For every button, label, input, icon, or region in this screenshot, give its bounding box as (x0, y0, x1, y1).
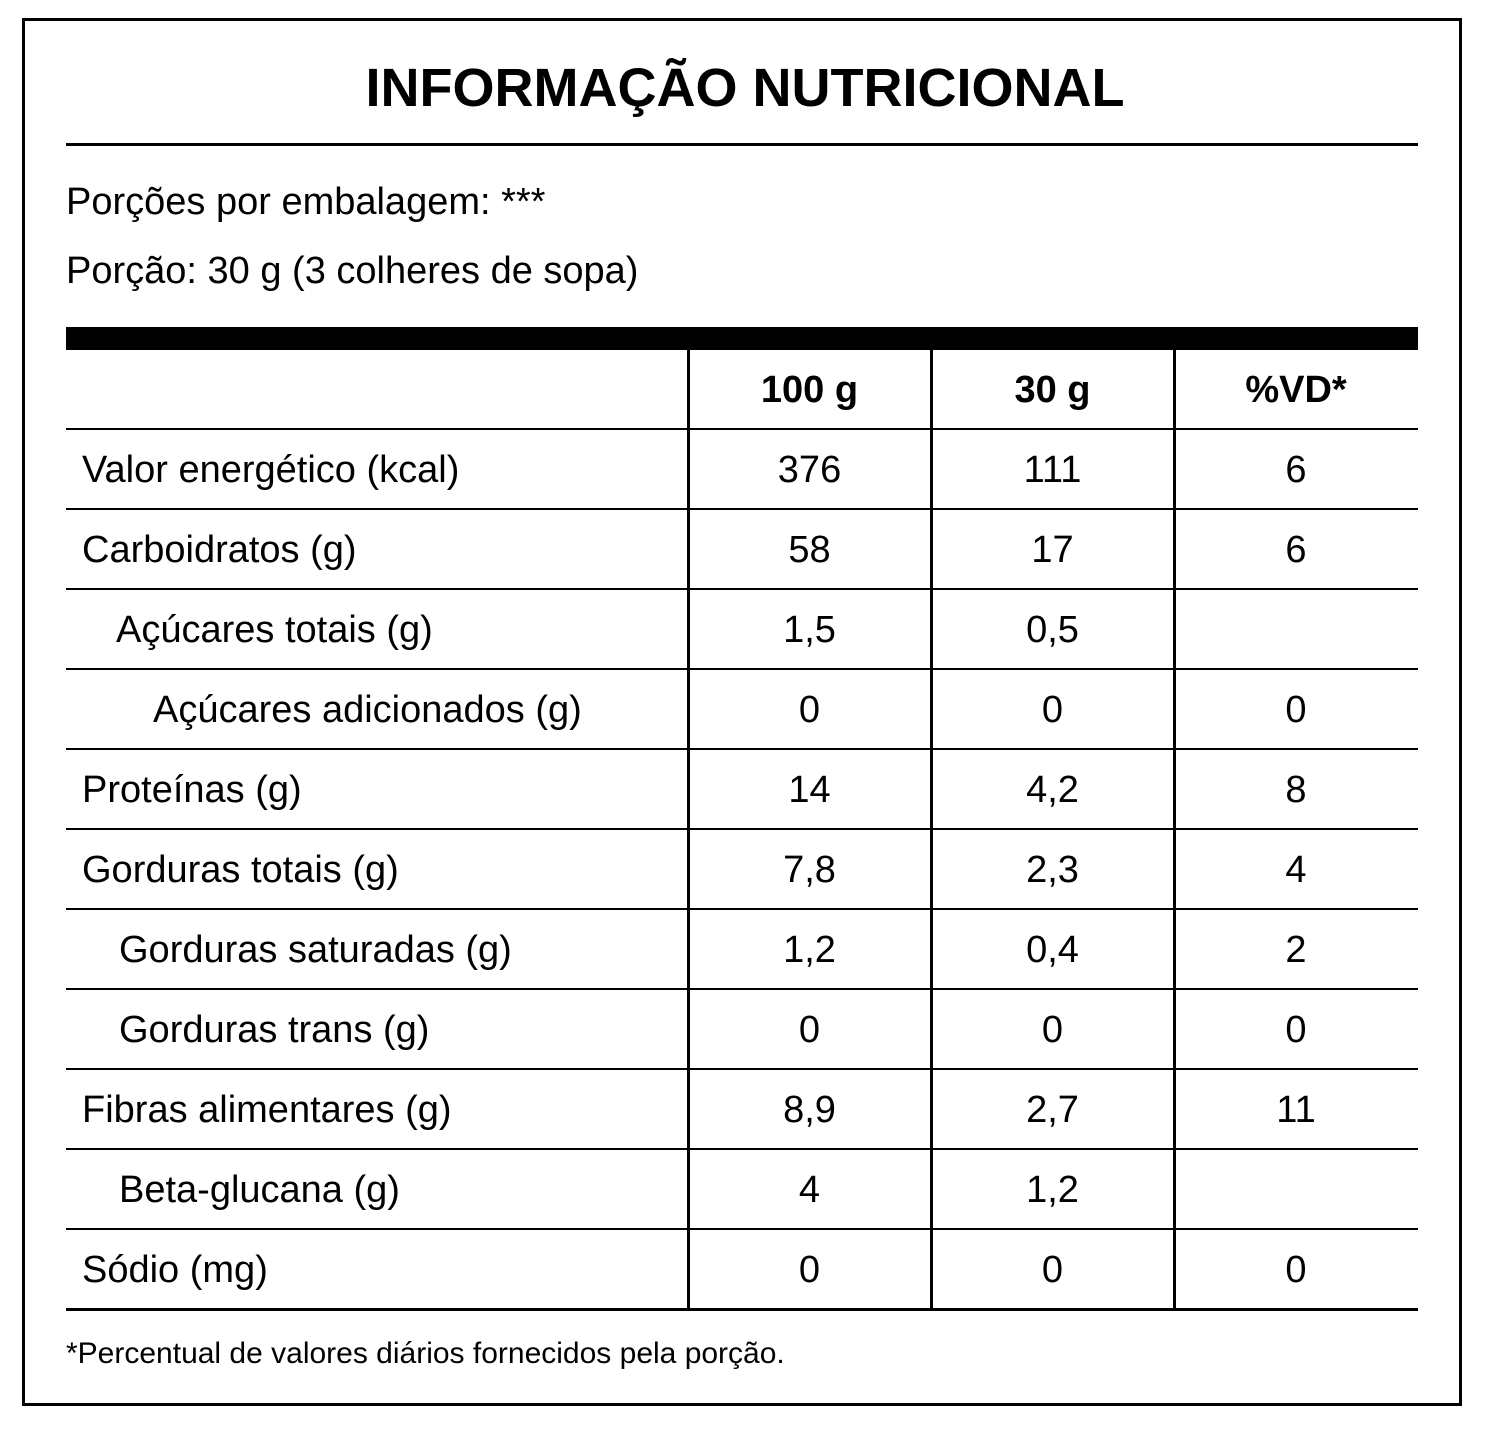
column-divider (1173, 350, 1176, 1310)
nutrient-name: Valor energético (kcal) (82, 449, 460, 491)
header-row: 100 g 30 g %VD* (66, 350, 1418, 430)
nutrient-value: 376 (777, 449, 842, 491)
nutrient-value: 6 (1285, 449, 1307, 491)
rule (66, 143, 1418, 146)
nutrient-value: 111 (1023, 449, 1082, 491)
nutrient-value: 0 (1041, 1009, 1064, 1051)
table-row: Açúcares totais (g) 1,5 0,5 (66, 590, 1418, 670)
nutrient-value: 2 (1285, 929, 1307, 971)
nutrient-name: Sódio (mg) (82, 1249, 268, 1291)
table-row: Gorduras trans (g) 0 0 0 (66, 990, 1418, 1070)
nutrient-name: Açúcares totais (g) (116, 609, 433, 651)
table-row: Sódio (mg) 0 0 0 (66, 1230, 1418, 1310)
nutrient-value: 17 (1031, 529, 1074, 571)
nutrient-value: 11 (1276, 1089, 1316, 1131)
table-row: Gorduras totais (g) 7,8 2,3 4 (66, 830, 1418, 910)
label-frame (22, 18, 1462, 1406)
header-cell: 30 g (1014, 369, 1091, 411)
table-row: Gorduras saturadas (g) 1,2 0,4 2 (66, 910, 1418, 990)
nutrient-value: 4 (798, 1169, 821, 1211)
nutrient-name: Beta-glucana (g) (119, 1169, 400, 1211)
nutrient-value: 0 (1041, 689, 1064, 731)
nutrient-value: 2,3 (1026, 849, 1079, 891)
header-cell: 100 g (760, 369, 859, 411)
nutrient-name: Fibras alimentares (g) (82, 1089, 452, 1131)
nutrient-value: 7,8 (783, 849, 836, 891)
nutrient-value: 0,5 (1026, 609, 1079, 651)
table-row: Carboidratos (g) 58 17 6 (66, 510, 1418, 590)
nutrient-name: Carboidratos (g) (82, 529, 357, 571)
nutrient-name: Gorduras saturadas (g) (119, 929, 512, 971)
footnote: *Percentual de valores diários fornecido… (66, 1337, 785, 1370)
header-cell: %VD* (1245, 369, 1347, 411)
nutrient-value: 0 (798, 689, 821, 731)
nutrient-name: Proteínas (g) (82, 769, 302, 811)
nutrient-value: 0 (1041, 1249, 1064, 1291)
nutrient-value: 0 (1285, 689, 1307, 731)
servings-per-package: Porções por embalagem: *** (66, 181, 546, 223)
nutrient-name: Gorduras totais (g) (82, 849, 399, 891)
nutrient-value: 0 (1285, 1249, 1307, 1291)
thick-rule (66, 327, 1418, 350)
nutrient-name: Açúcares adicionados (g) (153, 689, 582, 731)
table-row: Valor energético (kcal) 376 111 6 (66, 430, 1418, 510)
nutrient-value: 4,2 (1026, 769, 1079, 811)
title: INFORMAÇÃO NUTRICIONAL (365, 58, 1125, 118)
nutrient-value: 0 (1285, 1009, 1307, 1051)
rule (66, 1308, 1418, 1311)
nutrient-value: 8 (1285, 769, 1307, 811)
nutrient-value: 1,5 (783, 609, 836, 651)
nutrient-value: 0,4 (1026, 929, 1079, 971)
nutrient-name: Gorduras trans (g) (119, 1009, 430, 1051)
nutrient-value: 0 (798, 1249, 821, 1291)
table-row: Proteínas (g) 14 4,2 8 (66, 750, 1418, 830)
nutrient-value (1174, 590, 1418, 668)
nutrient-value: 58 (788, 529, 831, 571)
nutrient-value: 1,2 (1026, 1169, 1079, 1211)
nutrient-value: 2,7 (1026, 1089, 1079, 1131)
nutrient-value: 8,9 (783, 1089, 836, 1131)
table-row: Açúcares adicionados (g) 0 0 0 (66, 670, 1418, 750)
nutrient-value: 4 (1285, 849, 1307, 891)
serving-size: Porção: 30 g (3 colheres de sopa) (66, 250, 639, 292)
column-divider (930, 350, 933, 1310)
table-row: Fibras alimentares (g) 8,9 2,7 11 (66, 1070, 1418, 1150)
nutrient-value: 0 (798, 1009, 821, 1051)
nutrient-value: 6 (1285, 529, 1307, 571)
nutrient-value: 14 (788, 769, 831, 811)
nutrient-value: 1,2 (783, 929, 836, 971)
table-row: Beta-glucana (g) 4 1,2 (66, 1150, 1418, 1230)
column-divider (687, 350, 690, 1310)
nutrient-value (1174, 1150, 1418, 1228)
